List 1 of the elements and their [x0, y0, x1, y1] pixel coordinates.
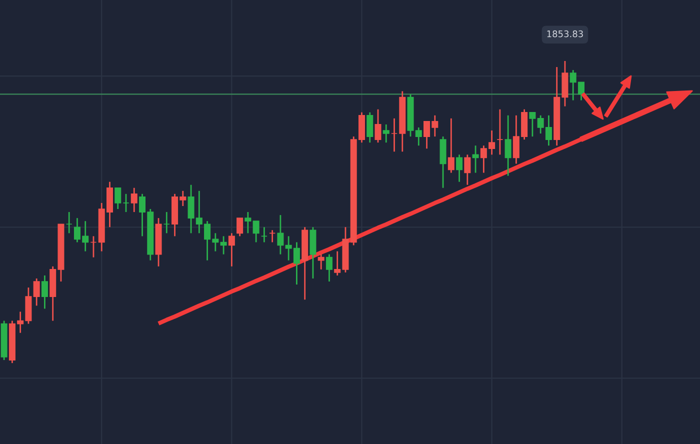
annotation: 1853.83 [547, 30, 583, 38]
